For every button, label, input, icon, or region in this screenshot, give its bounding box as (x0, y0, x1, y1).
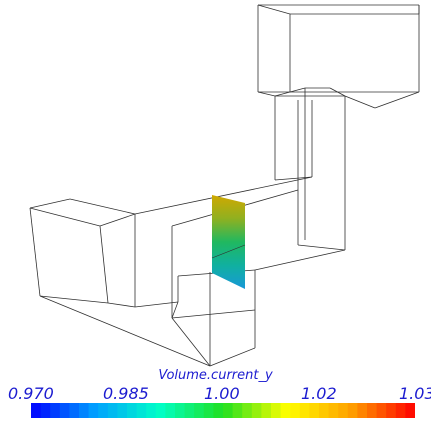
colorbar-segment (79, 403, 90, 418)
slice-plane[interactable] (212, 195, 245, 289)
colorbar-segment (309, 403, 320, 418)
colorbar-segment (338, 403, 349, 418)
colorbar-segment (194, 403, 205, 418)
wireframe-top-box (257, 4, 420, 109)
colorbar-title: Volume.current_y (158, 368, 273, 383)
colorbar-segment (261, 403, 272, 418)
colorbar-segment (367, 403, 378, 418)
colorbar-segment (127, 403, 138, 418)
colorbar-segment (347, 403, 358, 418)
colorbar-segment (251, 403, 262, 418)
colorbar-segment (242, 403, 253, 418)
colorbar-segment (223, 403, 234, 418)
colorbar-tick-label: 1.00 (204, 384, 240, 403)
colorbar-segment (271, 403, 282, 418)
colorbar-segment (88, 403, 99, 418)
wireframe-left-box (29, 198, 211, 367)
colorbar-segment (40, 403, 51, 418)
colorbar-segment (405, 403, 415, 418)
colorbar-segment (357, 403, 368, 418)
colorbar-tick-label: 0.970 (8, 384, 54, 403)
colorbar-legend (31, 403, 415, 418)
colorbar-segment (328, 403, 339, 418)
colorbar-tick-label: 0.985 (103, 384, 149, 403)
colorbar-segment (155, 403, 166, 418)
wireframe-geometry (29, 4, 420, 367)
colorbar-segment (165, 403, 176, 418)
colorbar-segment (395, 403, 406, 418)
colorbar-segment (136, 403, 147, 418)
colorbar-segment (319, 403, 330, 418)
wireframe-vertical-duct (274, 87, 346, 250)
colorbar-segment (59, 403, 70, 418)
colorbar-segment (175, 403, 186, 418)
colorbar-segment (290, 403, 301, 418)
wireframe-lower-box (171, 270, 256, 367)
colorbar-segment (50, 403, 61, 418)
colorbar-segment (376, 403, 387, 418)
colorbar-segment (280, 403, 291, 418)
colorbar-segment (386, 403, 397, 418)
colorbar-segment (213, 403, 224, 418)
colorbar-segment (107, 403, 118, 418)
colorbar-tick-label: 1.02 (301, 384, 337, 403)
colorbar-segment (117, 403, 128, 418)
colorbar-segment (69, 403, 80, 418)
colorbar-segment (203, 403, 214, 418)
colorbar-segment (31, 403, 42, 418)
3d-scene[interactable] (0, 0, 431, 372)
colorbar-segment (146, 403, 157, 418)
colorbar-tick-label: 1.03 (399, 384, 431, 403)
colorbar-segment (184, 403, 195, 418)
slice-plane-edge (211, 244, 246, 259)
colorbar-segment (98, 403, 109, 418)
colorbar-segment (232, 403, 243, 418)
colorbar-segment (299, 403, 310, 418)
